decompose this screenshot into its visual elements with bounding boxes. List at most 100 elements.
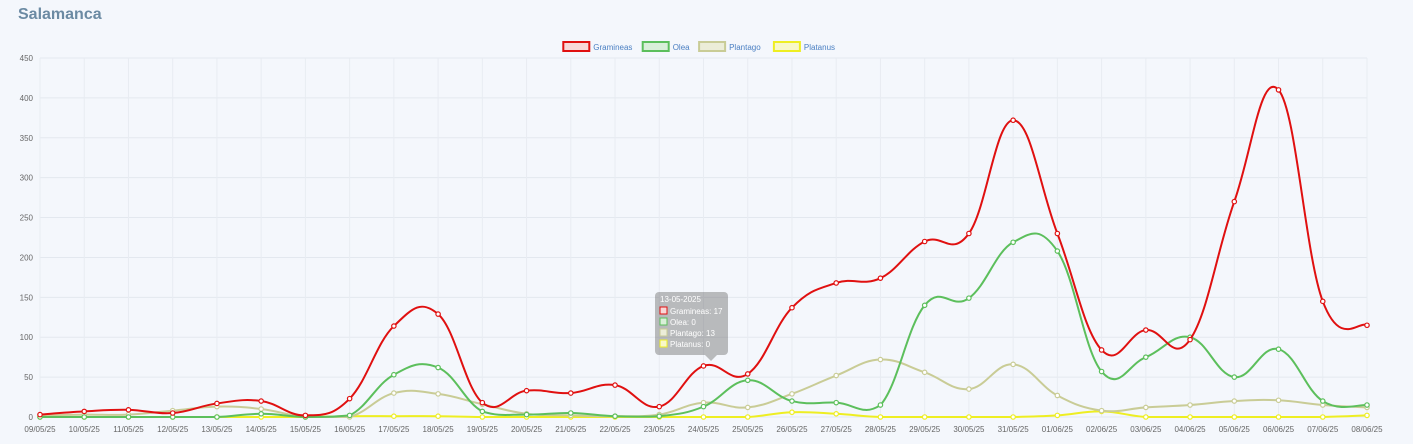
data-point-olea[interactable] (523, 411, 530, 418)
data-point-plantago[interactable] (435, 391, 441, 397)
data-point-gramineas[interactable] (966, 230, 972, 237)
data-point-platanus[interactable] (1364, 412, 1370, 419)
data-point-olea[interactable] (966, 295, 972, 301)
data-point-olea[interactable] (346, 412, 353, 419)
data-point-platanus[interactable] (700, 414, 707, 420)
data-point-platanus[interactable] (1319, 414, 1326, 420)
data-point-platanus[interactable] (877, 414, 884, 420)
y-tick-label: 100 (20, 333, 34, 342)
data-point-gramineas[interactable] (125, 407, 132, 413)
data-point-olea[interactable] (1364, 402, 1370, 408)
data-point-gramineas[interactable] (302, 412, 309, 419)
data-point-platanus[interactable] (479, 414, 486, 420)
data-point-gramineas[interactable] (523, 387, 530, 394)
data-point-olea[interactable] (612, 413, 618, 420)
data-point-gramineas[interactable] (833, 280, 840, 286)
legend-item-gramineas[interactable]: Gramineas (562, 41, 632, 52)
data-point-gramineas[interactable] (1098, 347, 1105, 353)
data-point-gramineas[interactable] (700, 363, 707, 369)
data-point-olea[interactable] (1143, 354, 1149, 360)
legend-item-olea[interactable]: Olea (641, 41, 690, 52)
data-point-gramineas[interactable] (1231, 198, 1238, 205)
data-point-olea[interactable] (1010, 239, 1016, 246)
data-point-plantago[interactable] (877, 356, 884, 363)
data-point-platanus[interactable] (1187, 414, 1193, 420)
data-point-gramineas[interactable] (391, 323, 397, 329)
data-point-plantago[interactable] (1143, 404, 1149, 411)
data-point-gramineas[interactable] (479, 399, 486, 406)
data-point-gramineas[interactable] (81, 408, 88, 415)
data-point-olea[interactable] (700, 403, 707, 410)
data-point-olea[interactable] (789, 398, 795, 404)
data-point-olea[interactable] (1098, 368, 1105, 375)
data-point-platanus[interactable] (789, 409, 795, 416)
data-point-gramineas[interactable] (789, 304, 795, 311)
data-point-gramineas[interactable] (37, 411, 43, 418)
data-point-plantago[interactable] (833, 372, 840, 379)
data-point-gramineas[interactable] (435, 311, 441, 317)
data-point-plantago[interactable] (1098, 407, 1105, 414)
data-point-gramineas[interactable] (612, 382, 618, 388)
data-point-plantago[interactable] (744, 404, 751, 411)
data-point-platanus[interactable] (391, 413, 397, 420)
data-point-platanus[interactable] (1275, 414, 1282, 420)
data-point-olea[interactable] (567, 410, 574, 416)
data-point-gramineas[interactable] (1364, 322, 1370, 329)
data-point-olea[interactable] (1275, 346, 1282, 352)
data-point-olea[interactable] (744, 377, 751, 384)
data-point-platanus[interactable] (1231, 414, 1238, 420)
data-point-olea[interactable] (877, 402, 884, 408)
data-point-olea[interactable] (81, 414, 88, 420)
data-point-plantago[interactable] (1231, 398, 1238, 404)
legend-item-platanus[interactable]: Platanus (772, 41, 835, 52)
data-point-olea[interactable] (125, 414, 132, 420)
legend[interactable]: Gramineas Olea Plantago Platanus (562, 41, 835, 52)
data-point-gramineas[interactable] (877, 275, 884, 281)
data-point-olea[interactable] (833, 399, 840, 406)
data-point-platanus[interactable] (1143, 414, 1149, 420)
data-point-olea[interactable] (214, 414, 220, 420)
data-point-platanus[interactable] (833, 411, 840, 417)
data-point-plantago[interactable] (1054, 392, 1061, 399)
data-point-gramineas[interactable] (346, 395, 353, 402)
data-point-olea[interactable] (1231, 374, 1238, 380)
data-point-platanus[interactable] (435, 413, 441, 420)
data-point-gramineas[interactable] (1319, 298, 1326, 305)
x-tick-label: 31/05/25 (998, 425, 1030, 434)
data-point-gramineas[interactable] (258, 398, 264, 404)
data-point-gramineas[interactable] (744, 371, 751, 377)
data-point-gramineas[interactable] (169, 410, 176, 416)
data-point-plantago[interactable] (391, 390, 397, 396)
data-point-plantago[interactable] (789, 391, 795, 397)
data-point-olea[interactable] (479, 408, 486, 415)
data-point-olea[interactable] (1054, 248, 1061, 254)
data-point-plantago[interactable] (966, 386, 972, 392)
data-point-platanus[interactable] (744, 414, 751, 420)
data-point-platanus[interactable] (966, 414, 972, 420)
data-point-olea[interactable] (258, 411, 264, 417)
data-point-gramineas[interactable] (921, 238, 928, 245)
data-point-olea[interactable] (1319, 398, 1326, 404)
data-point-plantago[interactable] (1275, 397, 1282, 404)
data-point-gramineas[interactable] (1010, 117, 1016, 124)
data-point-gramineas[interactable] (567, 390, 574, 396)
data-point-olea[interactable] (656, 413, 663, 420)
data-point-olea[interactable] (921, 302, 928, 309)
data-point-gramineas[interactable] (214, 400, 220, 407)
data-point-olea[interactable] (435, 364, 441, 371)
data-point-gramineas[interactable] (1054, 230, 1061, 237)
data-point-gramineas[interactable] (1275, 87, 1282, 93)
legend-item-plantago[interactable]: Plantago (698, 41, 761, 52)
data-point-platanus[interactable] (1010, 414, 1016, 420)
data-point-platanus[interactable] (1054, 412, 1061, 419)
data-point-olea[interactable] (391, 371, 397, 378)
data-point-gramineas[interactable] (656, 403, 663, 410)
data-point-gramineas[interactable] (1187, 336, 1193, 343)
data-point-platanus[interactable] (921, 414, 928, 420)
data-point-plantago[interactable] (1187, 402, 1193, 408)
data-point-gramineas[interactable] (1143, 327, 1149, 333)
data-point-plantago[interactable] (1010, 361, 1016, 368)
data-point-plantago[interactable] (921, 369, 928, 376)
data-point-plantago[interactable] (258, 406, 264, 412)
